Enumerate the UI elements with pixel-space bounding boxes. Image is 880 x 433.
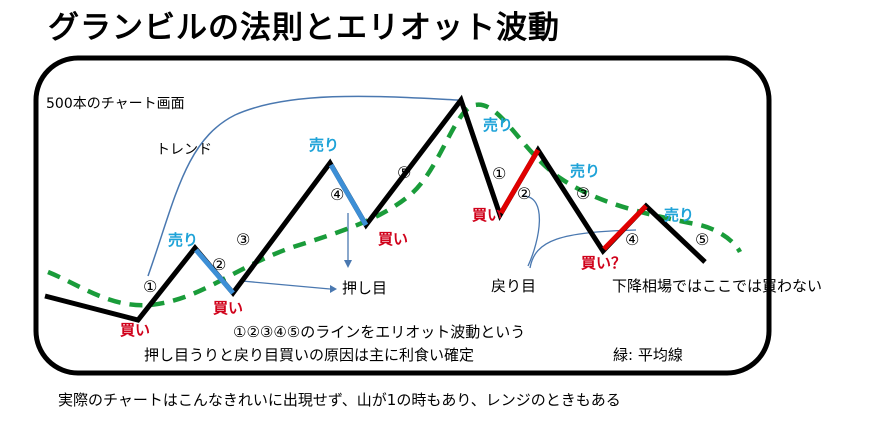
cause-note: 押し目うりと戻り目買いの原因は主に利食い確定	[144, 346, 474, 364]
pullback-pointer-vertical-head	[344, 260, 352, 268]
trend-label: トレンド	[156, 142, 212, 158]
moving-average-legend: 緑: 平均線	[613, 346, 683, 364]
wave-4-pullback-segment	[328, 163, 369, 227]
moving-average-line	[47, 102, 743, 308]
down-wave-1-label: ①	[492, 164, 506, 183]
rebound-label: 戻り目	[491, 277, 536, 295]
rebound-pointer-2	[529, 229, 637, 269]
rebound-pointer	[522, 195, 541, 267]
wave-3-label: ③	[236, 230, 250, 249]
buy-question-signal: 買い？	[581, 254, 626, 272]
buy-signal-wave-4: 買い	[378, 230, 408, 248]
no-buy-downtrend-label: 下降相場ではここでは買わない	[612, 277, 822, 295]
sell-signal-wave-2: 売り	[168, 231, 198, 249]
down-wave-5-label: ⑤	[695, 230, 709, 249]
pullback-pointer	[241, 280, 331, 290]
wave-1-label: ①	[143, 277, 157, 296]
pullback-label: 押し目	[342, 279, 387, 297]
trend-curve	[147, 95, 459, 277]
down-wave-2-label: ②	[517, 184, 531, 203]
sell-signal-wave-4: 売り	[309, 136, 339, 154]
sell-signal-rebound-1: 売り	[570, 162, 600, 180]
wave-2-label: ②	[212, 255, 226, 274]
buy-signal-bottom: 買い	[120, 321, 150, 339]
wave-4-label: ④	[330, 185, 344, 204]
page-title: グランビルの法則とエリオット波動	[48, 10, 560, 46]
sell-signal-rebound-2: 売り	[664, 206, 694, 224]
sell-signal-top: 売り	[483, 116, 513, 134]
wave-2-pullback-segment	[194, 248, 235, 295]
downtrend-rebound-segment-2	[602, 204, 648, 251]
chart-note: 500本のチャート画面	[46, 96, 185, 112]
buy-signal-downtrend: 買い	[472, 206, 502, 224]
footer-note: 実際のチャートはこんなきれいに出現せず、山が1の時もあり、レンジのときもある	[58, 391, 621, 409]
pullback-pointer-head	[330, 285, 337, 293]
buy-signal-wave-2: 買い	[213, 299, 243, 317]
down-wave-4-label: ④	[625, 230, 639, 249]
downtrend-rebound-segment-1	[498, 148, 541, 215]
chart-frame	[33, 55, 772, 376]
wave-5-label: ⑤	[397, 163, 411, 182]
elliott-note: ①②③④⑤のラインをエリオット波動という	[233, 323, 525, 341]
down-wave-3-label: ③	[576, 184, 590, 203]
